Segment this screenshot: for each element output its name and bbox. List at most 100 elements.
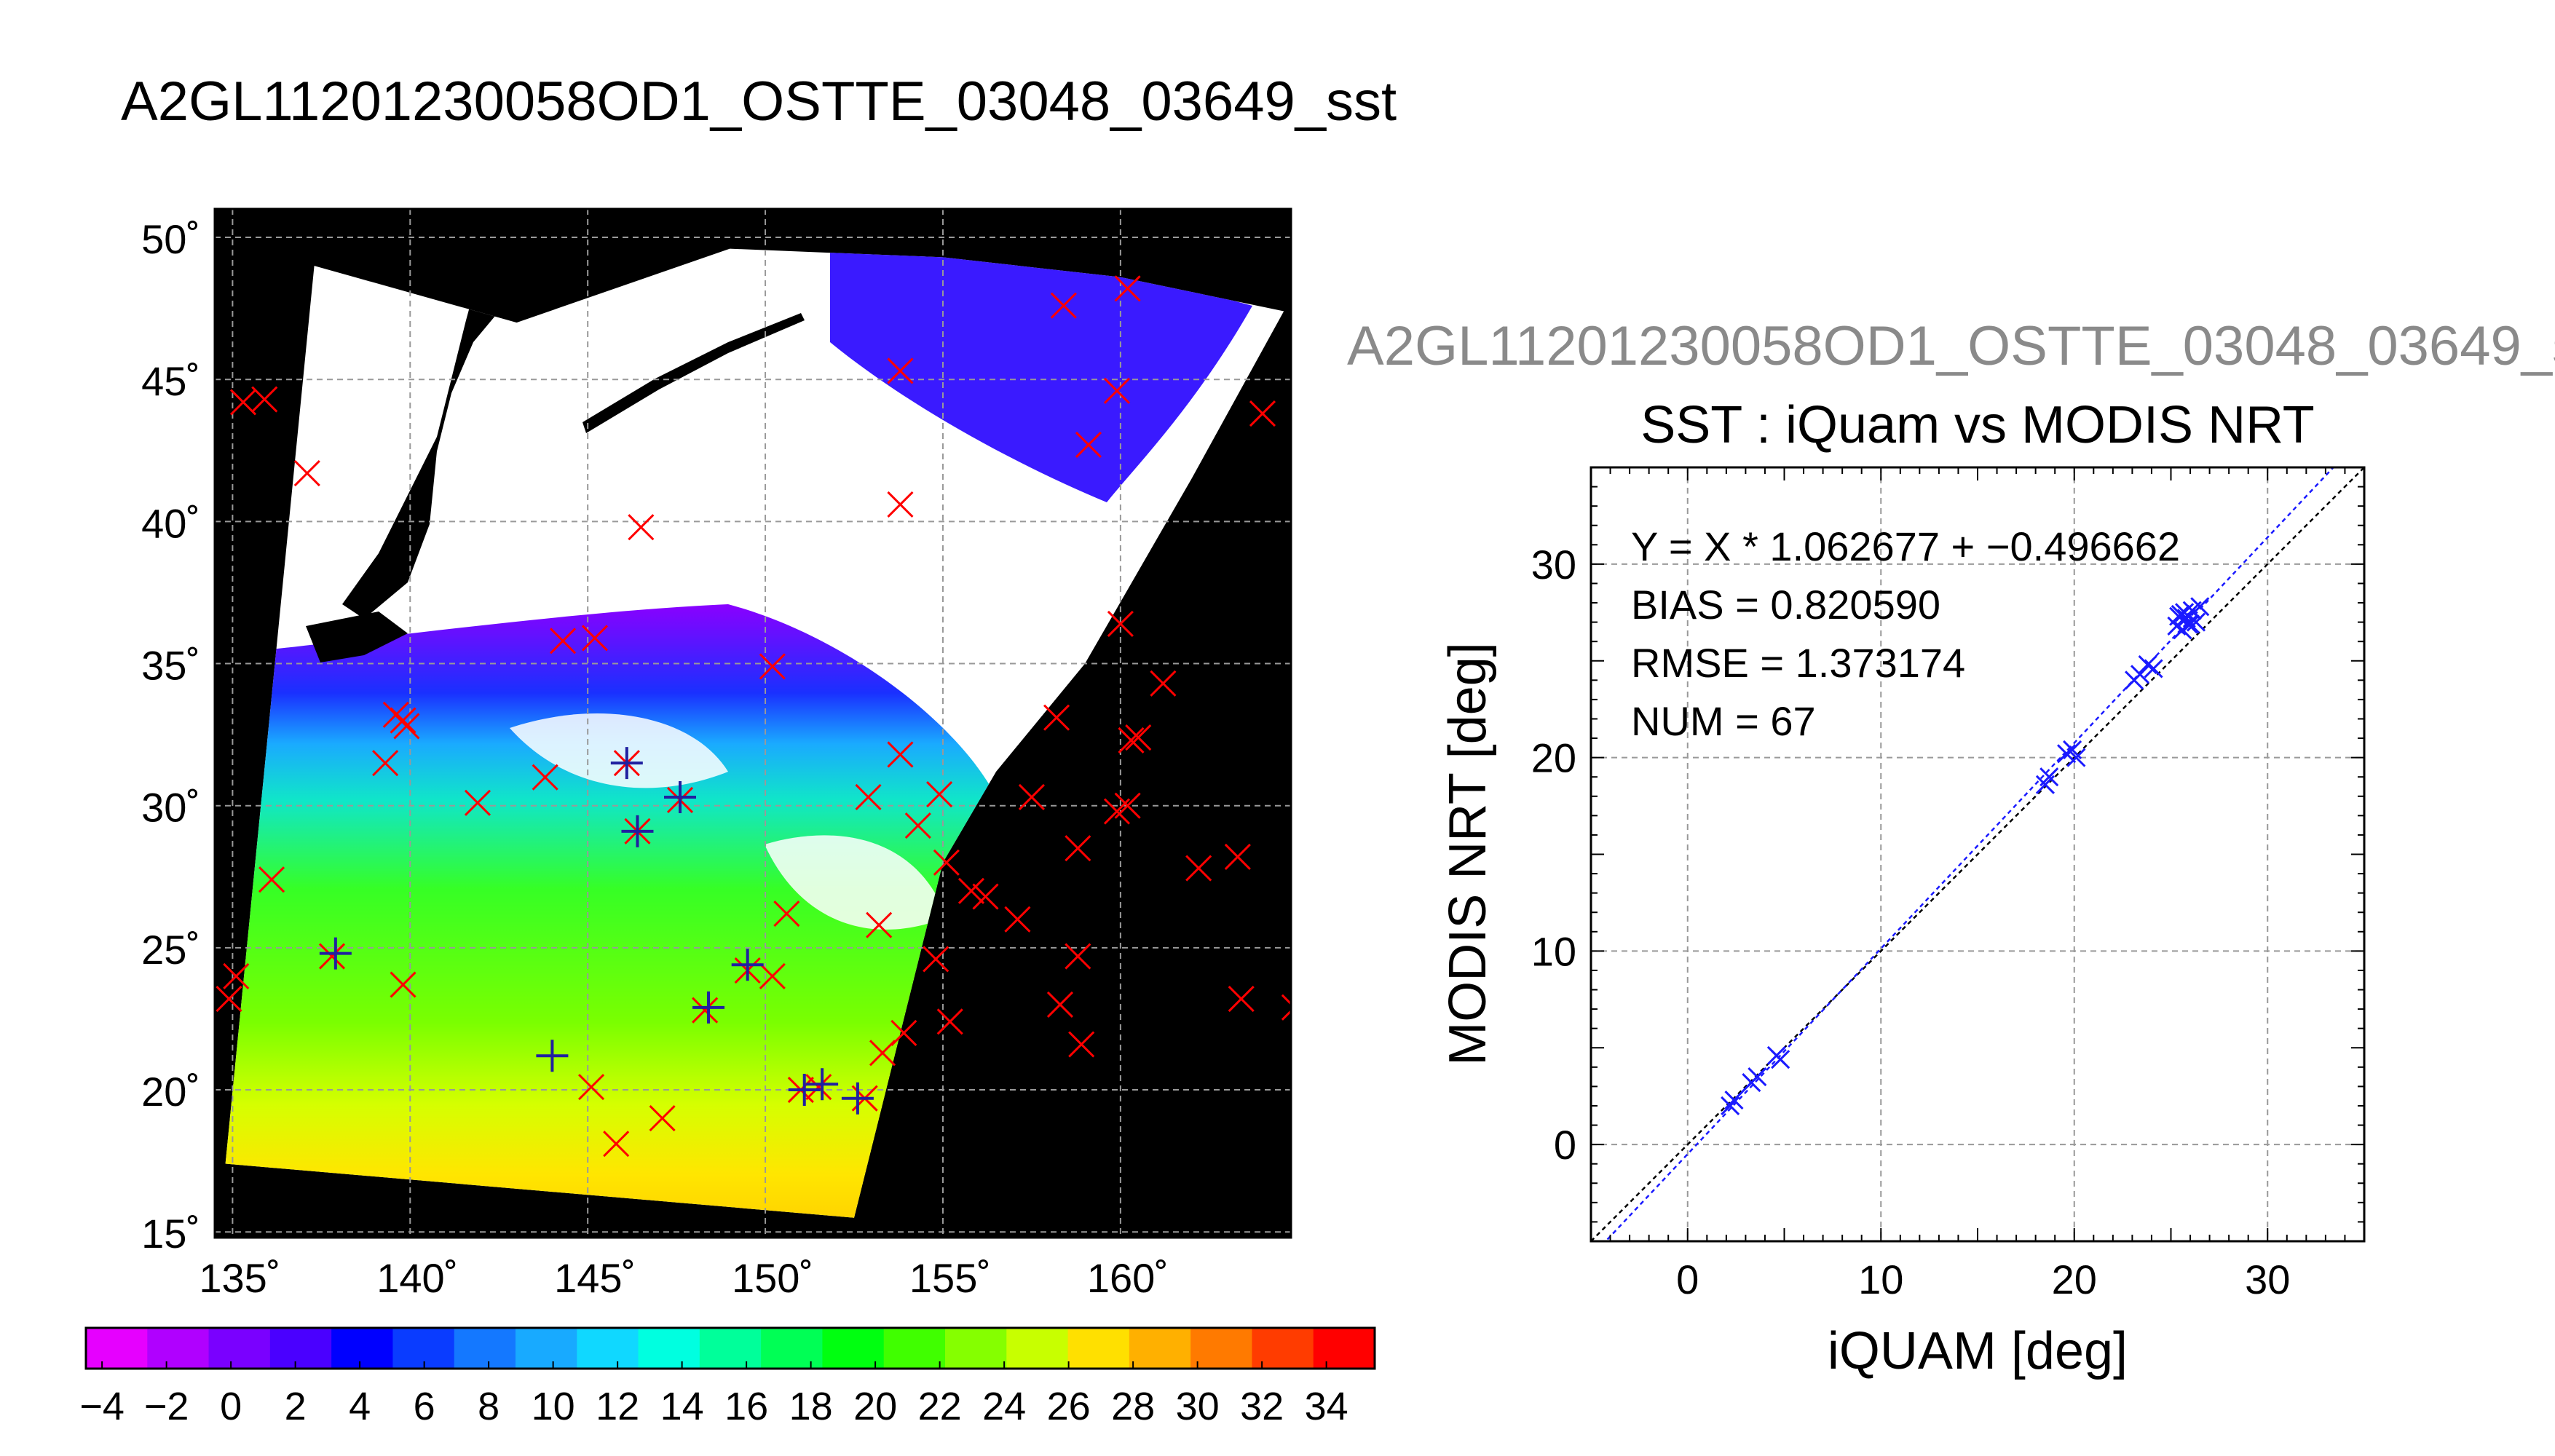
colorbar-segment bbox=[761, 1328, 824, 1369]
map-marker-red bbox=[1004, 906, 1031, 933]
marker-stroke bbox=[1046, 991, 1073, 1018]
scatter-point bbox=[2138, 655, 2157, 675]
point-stroke bbox=[1724, 1090, 1744, 1110]
y-tick-label: 30 bbox=[1531, 542, 1576, 587]
map-marker-red bbox=[1249, 400, 1276, 427]
point-stroke bbox=[1748, 1067, 1767, 1087]
point-stroke bbox=[1771, 1050, 1790, 1069]
scatter-point bbox=[2186, 612, 2206, 632]
map-marker-blue bbox=[841, 1082, 874, 1115]
map-marker-red bbox=[887, 741, 914, 768]
marker-stroke bbox=[1228, 986, 1255, 1013]
marker-stroke bbox=[581, 625, 608, 652]
scatter-point bbox=[2066, 748, 2086, 767]
y-tick-label: 0 bbox=[1554, 1122, 1576, 1168]
scatter-point bbox=[2190, 597, 2210, 617]
scatter-point bbox=[1748, 1067, 1767, 1087]
map-marker-red bbox=[223, 962, 250, 989]
map-marker-red bbox=[1114, 275, 1141, 302]
map-marker-red bbox=[1114, 792, 1141, 819]
marker-stroke bbox=[1065, 943, 1091, 970]
colorbar-frame bbox=[84, 1326, 1376, 1370]
one-to-one-line bbox=[1591, 467, 2364, 1241]
map-marker-red bbox=[1065, 835, 1091, 862]
scatter-point bbox=[2039, 767, 2059, 787]
marker-stroke bbox=[628, 514, 655, 541]
colorbar-tick-label: 10 bbox=[532, 1385, 575, 1428]
lat-tick-label: 45˚ bbox=[141, 358, 200, 404]
point-stroke bbox=[2179, 614, 2198, 634]
map-marker-red bbox=[603, 1131, 630, 1158]
map-marker-red bbox=[1103, 377, 1131, 404]
map-marker-red bbox=[258, 866, 285, 893]
map-marker-red bbox=[1050, 292, 1077, 319]
lon-tick-label: 150˚ bbox=[732, 1255, 813, 1301]
lon-tick-label: 135˚ bbox=[199, 1255, 280, 1301]
marker-stroke bbox=[1068, 1031, 1095, 1058]
map-marker-red bbox=[464, 789, 491, 816]
point-stroke bbox=[1721, 1096, 1740, 1116]
map-marker-red bbox=[216, 986, 242, 1013]
scatter-points bbox=[1721, 597, 2210, 1116]
map-marker-red bbox=[1107, 610, 1134, 637]
map-marker-red bbox=[1224, 843, 1251, 871]
map-marker-red bbox=[1185, 855, 1212, 882]
map-marker-red bbox=[887, 491, 914, 518]
colorbar-segment bbox=[822, 1328, 885, 1369]
y-tick-label: 20 bbox=[1531, 735, 1576, 781]
marker-stroke bbox=[926, 781, 953, 808]
colorbar-tick-label: 34 bbox=[1305, 1385, 1348, 1428]
marker-stroke bbox=[866, 911, 893, 938]
scatter-point bbox=[2169, 606, 2189, 626]
marker-stroke bbox=[1224, 843, 1251, 871]
colorbar-tick-label: 30 bbox=[1176, 1385, 1220, 1428]
marker-stroke bbox=[223, 962, 250, 989]
lat-tick-label: 35˚ bbox=[141, 643, 200, 689]
colorbar-segment bbox=[1190, 1328, 1253, 1369]
scatter-point bbox=[1771, 1050, 1790, 1069]
map-frame bbox=[213, 207, 1292, 1239]
marker-stroke bbox=[1043, 704, 1070, 731]
map-marker-red bbox=[805, 1074, 832, 1101]
lat-tick-label: 30˚ bbox=[141, 785, 200, 831]
scatter-grid bbox=[1591, 467, 2364, 1241]
map-marker-red bbox=[759, 962, 786, 989]
x-tick-label: 0 bbox=[1676, 1257, 1699, 1302]
map-marker-red bbox=[887, 357, 914, 384]
point-stroke bbox=[2066, 748, 2086, 767]
map-marker-red bbox=[1118, 727, 1145, 753]
colorbar-tick-label: −4 bbox=[79, 1385, 125, 1428]
map-marker-red bbox=[581, 625, 608, 652]
marker-stroke bbox=[1114, 792, 1141, 819]
point-stroke bbox=[2063, 740, 2082, 760]
marker-stroke bbox=[692, 997, 719, 1024]
stats-num: NUM = 67 bbox=[1631, 698, 1816, 744]
point-stroke bbox=[2057, 744, 2077, 764]
marker-stroke bbox=[1075, 431, 1102, 459]
cloud-patch bbox=[765, 835, 947, 930]
lat-tick-label: 50˚ bbox=[141, 216, 200, 262]
lat-tick-label: 15˚ bbox=[141, 1211, 200, 1257]
marker-stroke bbox=[649, 1105, 676, 1132]
map-marker-red bbox=[1068, 1031, 1095, 1058]
lon-tick-labels: 135˚ 140˚ 145˚ 150˚ 155˚ 160˚ bbox=[199, 1255, 1169, 1301]
map-marker-red bbox=[855, 783, 882, 811]
marker-stroke bbox=[759, 962, 786, 989]
colorbar-segment bbox=[331, 1328, 394, 1369]
point-stroke bbox=[2175, 603, 2195, 622]
marker-stroke bbox=[603, 1131, 630, 1158]
marker-stroke bbox=[293, 459, 320, 487]
marker-stroke bbox=[1114, 275, 1141, 302]
map-marker-red bbox=[229, 389, 257, 416]
map-marker-blue bbox=[731, 949, 764, 981]
cloud-patch bbox=[510, 713, 728, 788]
colorbar-segment bbox=[1006, 1328, 1069, 1369]
colorbar-tick-label: 20 bbox=[853, 1385, 897, 1428]
colorbar-segment bbox=[883, 1328, 946, 1369]
map-marker-red bbox=[866, 911, 893, 938]
marker-stroke bbox=[390, 707, 416, 734]
kuril-land bbox=[583, 313, 805, 433]
map-marker-red bbox=[577, 1074, 605, 1101]
map-marker-blue bbox=[610, 747, 643, 780]
marker-stroke bbox=[773, 900, 800, 927]
